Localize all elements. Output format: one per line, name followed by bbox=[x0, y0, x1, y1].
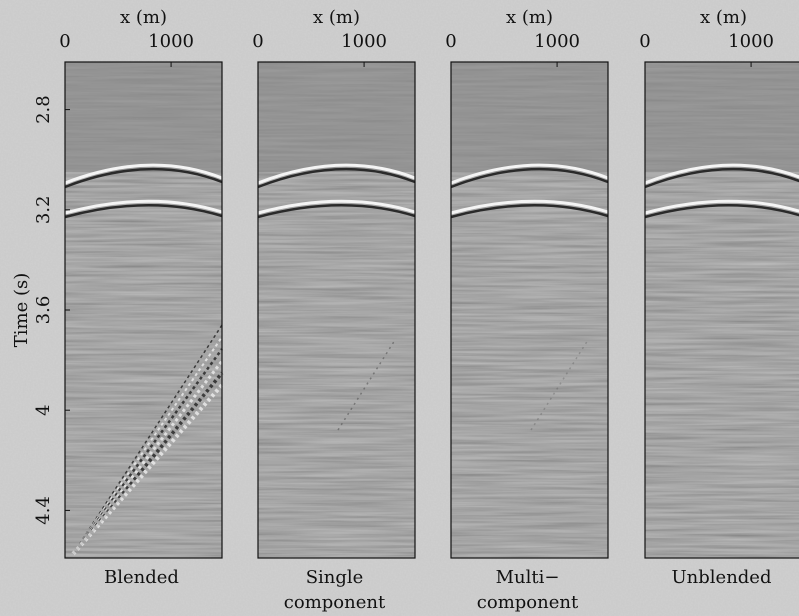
reflection-event bbox=[450, 199, 609, 215]
panel-caption: component bbox=[284, 592, 386, 613]
panel bbox=[450, 61, 609, 559]
x-tick-label: 0 bbox=[252, 31, 263, 52]
reflection-event bbox=[450, 167, 609, 189]
y-tick-label: 4 bbox=[33, 404, 54, 415]
panel-caption: Multi− bbox=[496, 567, 560, 588]
reflection-event bbox=[257, 204, 416, 219]
seismic-texture bbox=[258, 172, 415, 558]
reflection-event bbox=[644, 204, 799, 219]
seismic-texture bbox=[65, 172, 222, 558]
reflection-event bbox=[450, 204, 609, 219]
x-axis-label: x (m) bbox=[700, 7, 747, 28]
x-axis-label: x (m) bbox=[120, 7, 167, 28]
reflection-event bbox=[257, 167, 416, 189]
reflection-event bbox=[450, 163, 609, 185]
x-axis-label: x (m) bbox=[313, 7, 360, 28]
seismic-texture bbox=[645, 172, 799, 558]
panel bbox=[257, 61, 416, 559]
reflection-event bbox=[257, 199, 416, 215]
reflection-event bbox=[64, 199, 223, 215]
panel-frame bbox=[257, 61, 416, 559]
x-tick-label: 0 bbox=[59, 31, 70, 52]
seismic-texture bbox=[451, 172, 608, 558]
reflection-event bbox=[644, 199, 799, 215]
panel-caption: Unblended bbox=[672, 567, 772, 588]
y-tick-label: 4.4 bbox=[33, 496, 54, 525]
seismic-texture-top bbox=[451, 62, 608, 172]
x-tick-label: 1000 bbox=[341, 31, 387, 52]
x-axis-label: x (m) bbox=[506, 7, 553, 28]
y-axis-label: Time (s) bbox=[11, 273, 32, 348]
reflection-event bbox=[644, 167, 799, 189]
x-tick-label: 0 bbox=[445, 31, 456, 52]
blending-noise bbox=[71, 383, 224, 556]
panel-caption: component bbox=[477, 592, 579, 613]
seismic-texture-top bbox=[258, 62, 415, 172]
x-tick-label: 1000 bbox=[728, 31, 774, 52]
panel-caption: Blended bbox=[104, 567, 179, 588]
panel-frame bbox=[644, 61, 799, 559]
x-tick-label: 1000 bbox=[534, 31, 580, 52]
reflection-event bbox=[644, 163, 799, 185]
x-tick-label: 1000 bbox=[148, 31, 194, 52]
y-tick-label: 2.8 bbox=[33, 95, 54, 124]
x-tick-label: 0 bbox=[639, 31, 650, 52]
seismic-texture-top bbox=[65, 62, 222, 172]
panel-frame bbox=[450, 61, 609, 559]
y-tick-label: 3.2 bbox=[33, 195, 54, 224]
panel bbox=[64, 61, 224, 559]
seismic-texture-top bbox=[645, 62, 799, 172]
blending-noise bbox=[71, 360, 224, 555]
panel-caption: Single bbox=[306, 567, 364, 588]
y-tick-label: 3.6 bbox=[33, 296, 54, 325]
panel bbox=[644, 61, 799, 559]
reflection-event bbox=[64, 204, 223, 219]
reflection-event bbox=[257, 163, 416, 185]
reflection-event bbox=[64, 167, 223, 189]
reflection-event bbox=[64, 163, 223, 185]
